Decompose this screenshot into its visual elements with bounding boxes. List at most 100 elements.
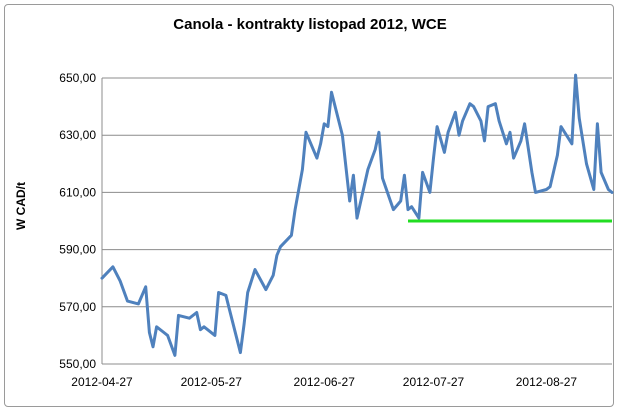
data-point <box>374 148 377 151</box>
data-point <box>341 134 344 136</box>
data-point <box>316 157 318 159</box>
data-point <box>472 105 475 108</box>
data-point <box>174 354 176 357</box>
data-point <box>356 217 358 219</box>
data-point <box>203 326 205 328</box>
data-point <box>254 268 256 271</box>
y-tick-label: 610,00 <box>59 185 96 199</box>
data-point <box>228 308 231 311</box>
x-tick-label: 2012-06-27 <box>294 375 356 389</box>
data-point <box>531 171 533 174</box>
data-point <box>574 74 577 76</box>
data-point <box>276 254 278 257</box>
data-point <box>487 105 489 108</box>
data-point <box>461 120 464 122</box>
data-point <box>330 91 333 94</box>
data-point <box>560 125 562 128</box>
data-point <box>348 200 351 202</box>
data-point <box>166 334 169 337</box>
data-point <box>112 265 114 268</box>
data-point <box>381 177 384 179</box>
data-point <box>578 117 581 119</box>
data-point <box>523 122 526 125</box>
data-point <box>319 142 322 145</box>
data-point <box>512 157 515 159</box>
data-point <box>483 140 486 142</box>
data-point <box>534 191 537 194</box>
data-point <box>272 274 275 277</box>
data-point <box>279 245 282 248</box>
data-point <box>429 191 431 194</box>
data-point <box>403 174 406 177</box>
y-tick-label: 630,00 <box>59 128 96 142</box>
data-point <box>556 154 559 157</box>
data-point <box>137 303 140 305</box>
data-point <box>126 300 129 302</box>
data-point <box>421 171 424 174</box>
data-point <box>217 291 220 294</box>
data-point <box>214 334 216 337</box>
data-point <box>469 102 471 105</box>
data-point <box>367 168 369 171</box>
data-point <box>509 131 511 134</box>
data-point <box>592 188 595 191</box>
data-point <box>352 174 355 177</box>
data-point <box>418 217 420 219</box>
data-point <box>305 131 307 134</box>
data-point <box>436 125 438 128</box>
y-tick-label: 550,00 <box>59 357 96 371</box>
data-point <box>155 326 158 328</box>
data-point <box>163 331 165 334</box>
x-tick-label: 2012-04-27 <box>71 375 133 389</box>
data-point <box>443 151 446 154</box>
data-point <box>301 168 304 171</box>
data-point <box>545 188 548 191</box>
data-point <box>148 331 151 334</box>
data-point <box>520 140 522 142</box>
x-tick-label: 2012-05-27 <box>181 375 243 389</box>
data-point <box>101 277 103 280</box>
price-series-line <box>100 73 614 357</box>
data-point <box>144 285 147 288</box>
data-point <box>246 291 249 294</box>
data-point <box>177 314 180 317</box>
data-point <box>454 111 457 114</box>
data-point <box>243 323 245 325</box>
data-point <box>294 208 296 211</box>
data-point <box>199 328 202 331</box>
chart-frame <box>4 4 614 407</box>
data-point <box>571 142 573 145</box>
data-point <box>549 185 551 188</box>
data-point <box>585 163 588 165</box>
data-point <box>458 134 460 136</box>
data-point <box>265 288 267 291</box>
data-point <box>119 280 122 282</box>
data-point <box>152 346 154 348</box>
data-point <box>410 205 413 208</box>
data-point <box>188 317 191 320</box>
data-point <box>327 125 329 128</box>
data-point <box>407 208 409 211</box>
data-point <box>323 122 326 125</box>
data-point <box>290 234 293 237</box>
data-point <box>494 102 497 105</box>
y-tick-label: 650,00 <box>59 71 96 85</box>
data-point <box>611 191 613 194</box>
x-tick-label: 2012-08-27 <box>516 375 578 389</box>
chart-title: Canola - kontrakty listopad 2012, WCE <box>173 16 447 33</box>
data-point <box>239 351 242 354</box>
x-tick-label: 2012-07-27 <box>403 375 465 389</box>
data-point <box>607 188 610 191</box>
data-point <box>596 122 599 125</box>
y-tick-label: 570,00 <box>59 300 96 314</box>
data-point <box>447 131 449 134</box>
data-point <box>480 120 482 122</box>
data-point <box>195 311 198 314</box>
data-point <box>432 157 435 159</box>
data-point <box>505 142 508 145</box>
data-point <box>399 200 402 202</box>
data-point <box>378 131 380 134</box>
data-point <box>498 120 500 122</box>
data-point <box>225 294 227 297</box>
